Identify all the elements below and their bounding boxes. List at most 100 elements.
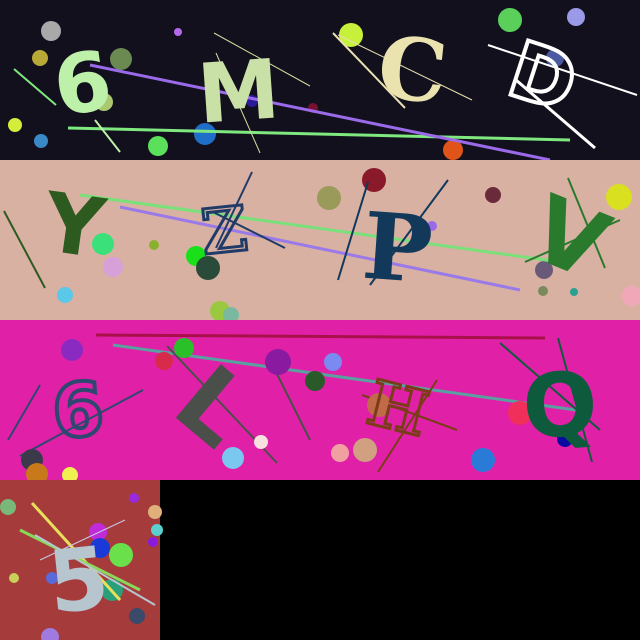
noise-line (332, 32, 406, 109)
noise-line (19, 389, 144, 457)
noise-dot (174, 338, 194, 358)
noise-line (39, 519, 126, 561)
noise-dot (34, 134, 48, 148)
noise-dot (427, 221, 437, 231)
noise-line (30, 501, 122, 602)
captcha-row-2: Y Z P V (0, 160, 640, 323)
noise-dot (254, 435, 268, 449)
noise-dot (557, 431, 573, 447)
noise-line (213, 32, 311, 87)
noise-dot (196, 256, 220, 280)
noise-dot (9, 573, 19, 583)
noise-line (67, 126, 571, 142)
noise-line (524, 219, 621, 263)
noise-dot (367, 393, 391, 417)
noise-dot (62, 467, 78, 483)
captcha-char: C (373, 17, 452, 125)
noise-dot (498, 8, 522, 32)
noise-line (19, 528, 141, 592)
noise-dot (109, 543, 133, 567)
noise-dot (149, 240, 159, 250)
noise-dot (265, 349, 291, 375)
noise-line (567, 177, 606, 269)
noise-dot (317, 186, 341, 210)
noise-line (499, 342, 601, 431)
noise-dot (103, 257, 123, 277)
noise-line (515, 78, 596, 150)
noise-dot (8, 118, 22, 132)
empty-area (160, 480, 640, 640)
row-3-background (0, 320, 640, 480)
captcha-char: Q (519, 352, 601, 460)
noise-line (212, 211, 286, 249)
noise-dot (41, 628, 59, 640)
noise-line (79, 193, 561, 264)
noise-dot (443, 140, 463, 160)
noise-line (337, 34, 473, 101)
captcha-char: 6 (49, 366, 106, 455)
noise-dot (61, 339, 83, 361)
noise-dot (110, 48, 132, 70)
noise-line (112, 343, 591, 414)
noise-dot (485, 187, 501, 203)
noise-line (119, 205, 521, 292)
noise-dot (57, 287, 73, 303)
captcha-row-4: 5 (0, 480, 640, 640)
noise-dot (622, 286, 640, 306)
noise-dot (222, 447, 244, 469)
noise-dot (129, 493, 139, 503)
noise-line (557, 337, 593, 463)
noise-dot (148, 136, 168, 156)
noise-dot (471, 448, 495, 472)
noise-dot (324, 353, 342, 371)
noise-dot (174, 28, 182, 36)
noise-dot (26, 463, 48, 485)
noise-dot (46, 572, 58, 584)
noise-dot (353, 438, 377, 462)
noise-dot (305, 371, 325, 391)
noise-dot (92, 233, 114, 255)
noise-line (3, 210, 46, 289)
captcha-char: 5 (44, 528, 114, 634)
noise-dot (95, 93, 113, 111)
noise-dot (129, 608, 145, 624)
noise-dot (508, 401, 532, 425)
noise-dot (570, 288, 578, 296)
noise-line (95, 333, 546, 340)
captcha-char: Z (198, 192, 251, 269)
captcha-row-3: 6 L H Q (0, 320, 640, 485)
noise-dot (194, 123, 216, 145)
captcha-char: Y (37, 175, 112, 278)
noise-dot (546, 49, 564, 67)
noise-dot (32, 50, 48, 66)
noise-line (487, 44, 638, 96)
noise-line (7, 384, 41, 441)
noise-line (89, 63, 551, 162)
noise-dot (155, 352, 173, 370)
noise-line (34, 534, 156, 606)
noise-dot (0, 499, 16, 515)
noise-line (337, 181, 369, 281)
noise-dot (41, 21, 61, 41)
noise-dot (362, 168, 386, 192)
noise-dot (151, 524, 163, 536)
noise-dot (567, 8, 585, 26)
noise-line (377, 379, 438, 473)
noise-line (369, 179, 449, 286)
noise-line (215, 52, 261, 154)
noise-dot (535, 261, 553, 279)
noise-dot (223, 307, 239, 323)
captcha-char: M (195, 42, 283, 142)
noise-line (215, 171, 253, 249)
noise-dot (148, 505, 162, 519)
noise-line (13, 68, 57, 106)
captcha-row-1: 6 M C D (0, 0, 640, 162)
captcha-char: P (359, 192, 436, 305)
noise-dot (148, 537, 158, 547)
noise-dot (606, 184, 632, 210)
noise-dot (89, 523, 107, 541)
noise-dot (538, 286, 548, 296)
noise-dot (90, 538, 110, 558)
